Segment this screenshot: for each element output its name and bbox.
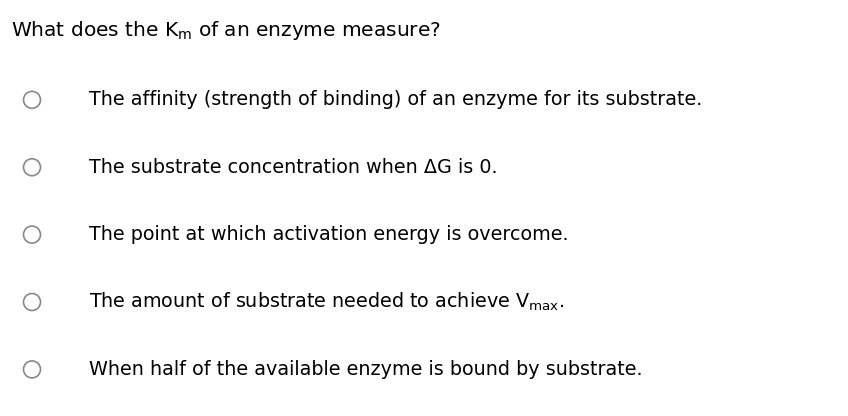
Text: The point at which activation energy is overcome.: The point at which activation energy is … [89,225,569,244]
Text: When half of the available enzyme is bound by substrate.: When half of the available enzyme is bou… [89,360,643,379]
Text: The affinity (strength of binding) of an enzyme for its substrate.: The affinity (strength of binding) of an… [89,90,702,109]
Text: The substrate concentration when ΔG is 0.: The substrate concentration when ΔG is 0… [89,158,498,177]
Text: What does the $\mathregular{K_{m}}$ of an enzyme measure?: What does the $\mathregular{K_{m}}$ of a… [11,19,441,42]
Text: The amount of substrate needed to achieve $\mathregular{V_{max}}$.: The amount of substrate needed to achiev… [89,291,564,313]
Text: What does the K: What does the K [0,415,1,416]
